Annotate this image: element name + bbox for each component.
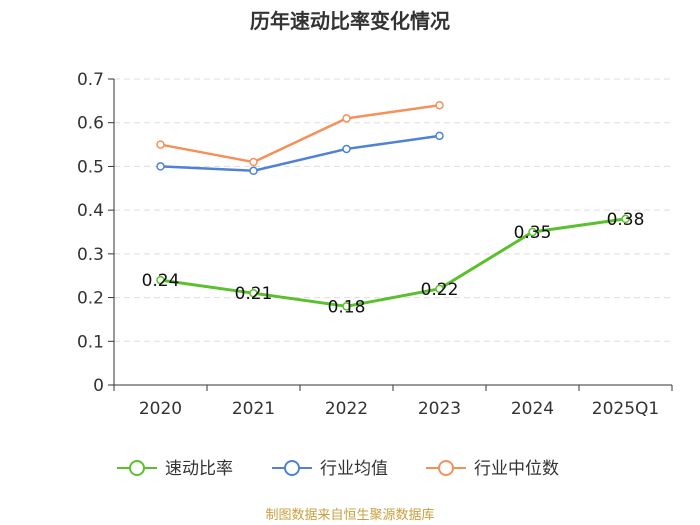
data-point: [156, 162, 165, 171]
x-tick-label: 2020: [139, 399, 182, 419]
data-label: 0.24: [142, 271, 180, 291]
legend-marker: [284, 460, 300, 476]
data-point: [435, 100, 444, 110]
y-tick-label: 0.2: [77, 289, 104, 309]
series-layer: [156, 100, 630, 311]
chart-title: 历年速动比率变化情况: [250, 9, 450, 33]
x-tick-label: 2023: [418, 399, 461, 419]
y-tick-label: 0.7: [77, 70, 104, 90]
legend-label: 速动比率: [165, 459, 233, 479]
data-point: [249, 166, 258, 176]
data-point: [156, 140, 165, 149]
y-tick-label: 0.1: [77, 332, 104, 352]
data-point: [342, 144, 351, 154]
legend-label: 行业均值: [320, 459, 388, 479]
legend-label: 行业中位数: [474, 459, 559, 479]
data-point: [528, 227, 537, 237]
data-point: [342, 302, 351, 311]
legend-marker: [438, 460, 454, 476]
series-line: [160, 103, 440, 164]
y-tick-label: 0.6: [77, 114, 104, 134]
data-point: [435, 284, 444, 294]
source-note: 制图数据来自恒生聚源数据库: [265, 507, 434, 523]
x-tick-label: 2024: [511, 399, 554, 419]
x-tick-label: 2022: [325, 399, 368, 419]
data-labels: 0.24 0.21 0.18 0.22 0.35 0.38: [142, 210, 645, 317]
data-point: [249, 288, 258, 298]
data-point: [342, 114, 351, 123]
y-tick-label: 0.3: [77, 245, 104, 265]
data-label: 0.22: [421, 280, 459, 300]
grid-lines: [114, 78, 672, 342]
data-point: [621, 214, 630, 224]
y-tick-label: 0.4: [77, 201, 104, 221]
data-label: 0.35: [514, 223, 552, 243]
x-tick-label: 2021: [232, 399, 275, 419]
data-label: 0.21: [235, 284, 273, 304]
legend: 速动比率 行业均值 行业中位数: [117, 459, 559, 479]
series-line: [160, 134, 440, 173]
data-point: [435, 131, 444, 141]
x-tick-label: 2025Q1: [592, 399, 659, 419]
data-point: [249, 157, 258, 167]
axes: 0 0.1 0.2 0.3 0.4 0.5 0.6 0.7 2020 2021 2022 2023 20…: [77, 70, 673, 419]
series-line: [160, 217, 626, 308]
legend-marker: [129, 460, 145, 476]
data-label: 0.18: [328, 297, 366, 317]
y-tick-label: 0: [93, 376, 104, 396]
data-label: 0.38: [607, 210, 645, 230]
y-tick-label: 0.5: [77, 157, 104, 177]
data-point: [156, 275, 165, 285]
